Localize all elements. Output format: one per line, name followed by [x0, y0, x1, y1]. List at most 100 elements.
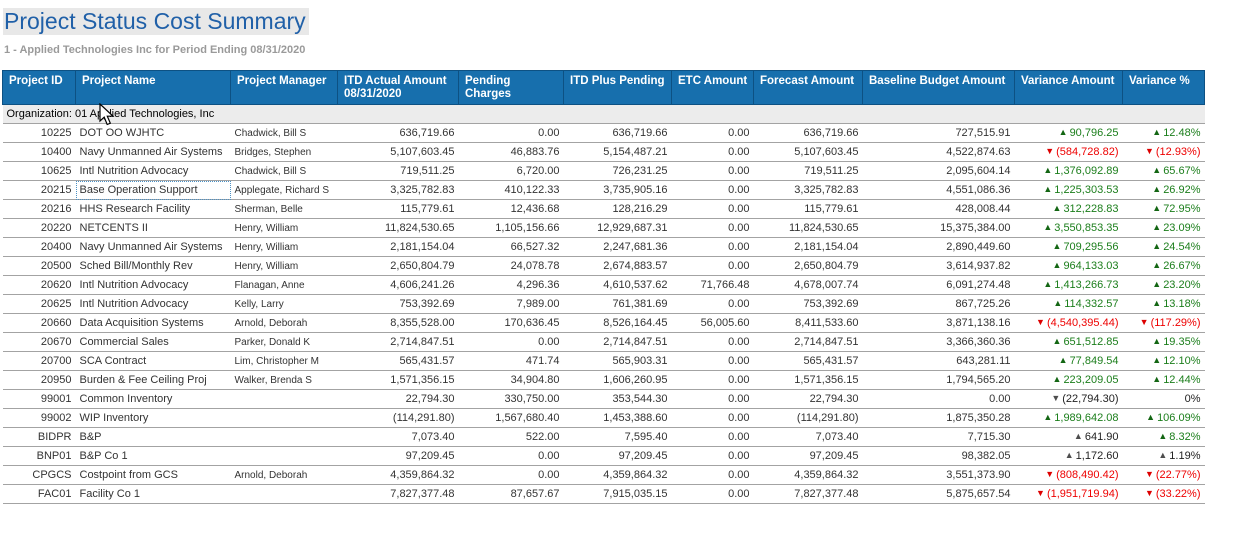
cell-etc-amount: 0.00: [671, 180, 754, 200]
cell-etc-amount: 0.00: [671, 427, 754, 447]
column-header-etc-amount[interactable]: ETC Amount: [671, 70, 754, 105]
column-header-project-id[interactable]: Project ID: [2, 70, 76, 105]
cell-etc-amount: 0.00: [671, 446, 754, 466]
cell-project-name: NETCENTS II: [75, 218, 231, 238]
page-title-text: Project Status Cost Summary: [3, 8, 309, 35]
up-triangle-icon: ▲: [1152, 184, 1162, 194]
cell-project-manager: Arnold, Deborah: [230, 313, 338, 333]
cell-project-manager: Applegate, Richard S: [230, 180, 338, 200]
cell-variance-amount: ▲ 3,550,853.35: [1014, 218, 1123, 238]
cell-forecast-amount: 11,824,530.65: [753, 218, 863, 238]
page-title: Project Status Cost Summary: [3, 8, 1260, 35]
cell-etc-amount: 0.00: [671, 237, 754, 257]
down-triangle-icon: ▼: [1045, 146, 1055, 156]
down-triangle-icon: ▼: [1051, 393, 1061, 403]
up-triangle-icon: ▲: [1052, 374, 1062, 384]
cell-project-manager: [230, 427, 338, 447]
cell-itd-actual-amount: 2,650,804.79: [337, 256, 459, 276]
cell-etc-amount: 0.00: [671, 161, 754, 181]
cell-pending-charges: 170,636.45: [458, 313, 564, 333]
cell-variance-pct: 0%: [1122, 389, 1205, 409]
cell-variance-pct: ▲ 13.18%: [1122, 294, 1205, 314]
cell-baseline-budget-amount: 3,871,138.16: [862, 313, 1015, 333]
column-header-itd-plus-pending[interactable]: ITD Plus Pending: [563, 70, 672, 105]
cell-project-manager: Chadwick, Bill S: [234, 127, 307, 139]
organization-group-label: Organization: 01 Applied Technologies, I…: [2, 104, 1205, 124]
up-triangle-icon: ▲: [1043, 165, 1053, 175]
table-row[interactable]: 20700 SCA Contract Lim, Christopher M 565,4…: [2, 351, 1205, 371]
up-triangle-icon: ▲: [1064, 450, 1074, 460]
cell-forecast-amount: 115,779.61: [753, 199, 863, 219]
table-row[interactable]: 10625 Intl Nutrition Advocacy Chadwick, Bi…: [2, 161, 1205, 181]
up-triangle-icon: ▲: [1158, 431, 1168, 441]
column-header-pending-charges[interactable]: Pending Charges: [458, 70, 564, 105]
cell-itd-plus-pending: 1,453,388.60: [563, 408, 672, 428]
table-row[interactable]: 10225 DOT OO WJHTC Chadwick, Bill S 636,719…: [3, 124, 1205, 143]
table-row[interactable]: CPGCS Costpoint from GCS Arnold, Deborah 4,…: [2, 465, 1205, 485]
table-row[interactable]: 99002 WIP Inventory (114,291.80) 1,567,680.…: [2, 408, 1205, 428]
cell-variance-amount: ▼ (4,540,395.44): [1014, 313, 1123, 333]
up-triangle-icon: ▲: [1052, 241, 1062, 251]
cell-baseline-budget-amount: 1,794,565.20: [862, 370, 1015, 390]
cell-variance-pct: ▲ 26.67%: [1122, 256, 1205, 276]
cell-project-id: 20660: [2, 313, 76, 333]
table-row[interactable]: 20950 Burden & Fee Ceiling Proj Walker, Br…: [2, 370, 1205, 390]
cell-pending-charges: 0.00: [458, 446, 564, 466]
cell-baseline-budget-amount: 0.00: [862, 389, 1015, 409]
up-triangle-icon: ▲: [1052, 336, 1062, 346]
cell-itd-actual-amount: 97,209.45: [337, 446, 459, 466]
cell-itd-plus-pending: 97,209.45: [563, 446, 672, 466]
cell-project-manager: Sherman, Belle: [230, 199, 338, 219]
cell-project-name: Navy Unmanned Air Systems: [75, 142, 231, 162]
table-row[interactable]: 10400 Navy Unmanned Air Systems Bridges, S…: [2, 142, 1205, 162]
down-triangle-icon: ▼: [1036, 488, 1045, 498]
table-row[interactable]: 20620 Intl Nutrition Advocacy Flanagan, An…: [2, 275, 1205, 295]
table-row[interactable]: 20215 Base Operation Support Applegate, Ri…: [2, 180, 1205, 200]
up-triangle-icon: ▲: [1152, 355, 1162, 365]
column-header-itd-actual-amount[interactable]: ITD Actual Amount 08/31/2020: [337, 70, 459, 105]
cell-project-id: 20220: [2, 218, 76, 238]
column-header-forecast-amount[interactable]: Forecast Amount: [753, 70, 863, 105]
project-status-table: Project ID Project Name Project Manager ITD…: [2, 70, 1205, 504]
table-row[interactable]: 99001 Common Inventory 22,794.30 330,750.00…: [2, 389, 1205, 409]
cell-project-manager: Parker, Donald K: [230, 332, 338, 352]
cell-itd-actual-amount: 2,714,847.51: [337, 332, 459, 352]
column-header-baseline-budget-amount[interactable]: Baseline Budget Amount: [862, 70, 1015, 105]
table-row[interactable]: 20625 Intl Nutrition Advocacy Kelly, Larry…: [2, 294, 1205, 314]
cell-variance-pct: ▲ 23.20%: [1122, 275, 1205, 295]
table-header-row: Project ID Project Name Project Manager ITD…: [2, 70, 1205, 105]
table-row[interactable]: 20216 HHS Research Facility Sherman, Belle…: [2, 199, 1205, 219]
table-row[interactable]: BIDPR B&P 7,073.40 522.00 7,595.40 0.00 7,073.…: [2, 427, 1205, 447]
cell-itd-plus-pending: 761,381.69: [563, 294, 672, 314]
cell-variance-amount: ▲ 90,796.25: [1058, 127, 1119, 139]
up-triangle-icon: ▲: [1152, 279, 1162, 289]
cell-project-name: Facility Co 1: [75, 484, 231, 504]
column-header-project-name[interactable]: Project Name: [75, 70, 231, 105]
cell-variance-pct: ▼ (117.29%): [1122, 313, 1205, 333]
column-header-variance-pct[interactable]: Variance %: [1122, 70, 1205, 105]
cell-forecast-amount: 719,511.25: [753, 161, 863, 181]
cell-baseline-budget-amount: 98,382.05: [862, 446, 1015, 466]
table-row[interactable]: 20400 Navy Unmanned Air Systems Henry, Wil…: [2, 237, 1205, 257]
cell-project-id: 20620: [2, 275, 76, 295]
table-row[interactable]: 20220 NETCENTS II Henry, William 11,824,530…: [2, 218, 1205, 238]
table-row[interactable]: 20660 Data Acquisition Systems Arnold, Deb…: [2, 313, 1205, 333]
cell-project-id: 20670: [2, 332, 76, 352]
column-header-project-manager[interactable]: Project Manager: [230, 70, 338, 105]
cell-variance-pct: ▲ 19.35%: [1122, 332, 1205, 352]
table-row[interactable]: FAC01 Facility Co 1 7,827,377.48 87,657.67 7…: [2, 484, 1205, 504]
table-row[interactable]: 20500 Sched Bill/Monthly Rev Henry, Willia…: [2, 256, 1205, 276]
cell-itd-plus-pending: 128,216.29: [563, 199, 672, 219]
cell-project-id: 20400: [2, 237, 76, 257]
table-row[interactable]: BNP01 B&P Co 1 97,209.45 0.00 97,209.45 0.00 9…: [2, 446, 1205, 466]
cell-etc-amount: 0.00: [671, 465, 754, 485]
cell-itd-plus-pending: 7,595.40: [563, 427, 672, 447]
cell-etc-amount: 0.00: [671, 199, 754, 219]
cell-project-id: 99002: [2, 408, 76, 428]
table-row[interactable]: 20670 Commercial Sales Parker, Donald K 2,7…: [2, 332, 1205, 352]
column-header-variance-amount[interactable]: Variance Amount: [1014, 70, 1123, 105]
cell-itd-plus-pending: 2,674,883.57: [563, 256, 672, 276]
cell-pending-charges: 330,750.00: [458, 389, 564, 409]
cell-pending-charges: 0.00: [458, 332, 564, 352]
cell-etc-amount: 0.00: [671, 256, 754, 276]
